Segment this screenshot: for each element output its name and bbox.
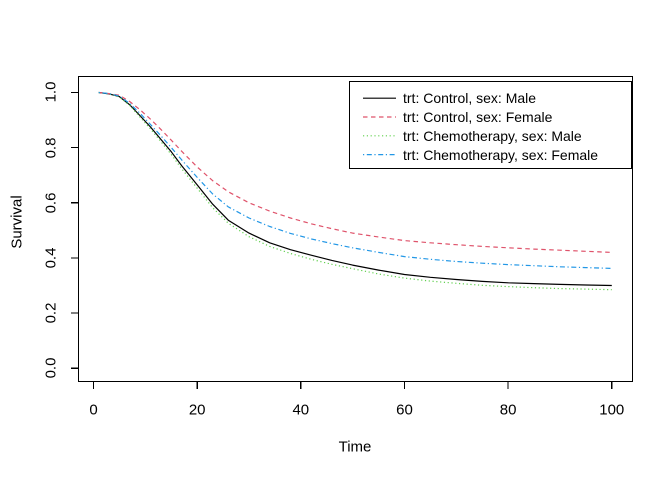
- y-tick-label-5: 1.0: [42, 82, 60, 103]
- x-tick-label-5: 100: [599, 401, 625, 419]
- legend-label-3: trt: Chemotherapy, sex: Female: [403, 146, 599, 163]
- y-tick-label-1: 0.2: [42, 302, 60, 324]
- legend-label-0: trt: Control, sex: Male: [403, 90, 537, 107]
- legend-label-1: trt: Control, sex: Female: [403, 109, 553, 125]
- x-tick-label-0: 0: [89, 401, 98, 419]
- legend-box: [348, 80, 633, 170]
- legend-label-2: trt: Chemotherapy, sex: Male: [403, 127, 582, 144]
- curve-trt-control-sex-female: [98, 91, 612, 253]
- x-tick-label-3: 60: [396, 401, 413, 419]
- plot-box: [77, 75, 634, 383]
- x-tick-label-1: 20: [188, 401, 206, 419]
- curve-trt-control-sex-male: [98, 91, 612, 287]
- x-axis-title: Time: [338, 438, 372, 456]
- y-tick-label-4: 0.8: [42, 137, 60, 159]
- y-tick-label-3: 0.6: [42, 192, 60, 214]
- curve-trt-chemotherapy-sex-female: [98, 91, 612, 269]
- y-tick-label-2: 0.4: [42, 247, 60, 269]
- y-axis-title: Survival: [8, 195, 26, 249]
- x-tick-label-4: 80: [499, 401, 517, 419]
- x-tick-label-2: 40: [292, 401, 310, 419]
- y-tick-label-0: 0.0: [42, 357, 60, 379]
